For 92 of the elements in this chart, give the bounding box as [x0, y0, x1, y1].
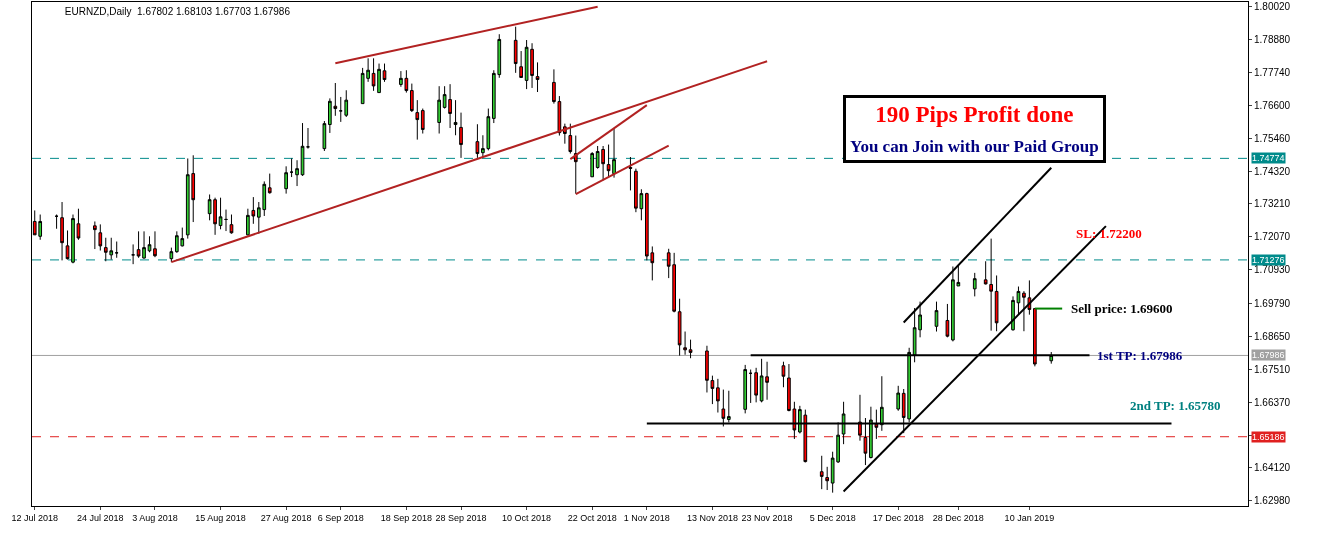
candlestick: [590, 151, 595, 178]
x-tick-label: 15 Aug 2018: [195, 512, 246, 523]
x-tick-label: 23 Nov 2018: [741, 512, 793, 523]
x-tick-label: 17 Dec 2018: [872, 512, 924, 523]
y-tick-label: 1.62980: [1254, 495, 1291, 507]
candlestick: [409, 83, 414, 113]
candlestick: [519, 50, 523, 78]
x-tick-label: 10 Jan 2019: [1004, 512, 1055, 523]
candlestick: [420, 108, 425, 135]
candlestick: [169, 247, 174, 263]
annotation: 190 Pips Profit done: [875, 102, 1074, 127]
candlestick: [289, 157, 294, 178]
x-tick-label: 24 Jul 2018: [77, 512, 124, 523]
candlestick: [98, 223, 103, 252]
candlestick: [93, 220, 97, 250]
candlestick: [229, 214, 234, 235]
candlestick: [60, 201, 64, 261]
candlestick: [453, 99, 458, 136]
y-tick-label: 1.68650: [1254, 330, 1291, 342]
x-tick-label: 10 Oct 2018: [502, 512, 552, 523]
candlestick: [382, 63, 387, 83]
candlestick: [475, 123, 480, 159]
y-tick-label: 1.74320: [1254, 166, 1291, 178]
candlestick: [344, 89, 349, 118]
candlestick: [819, 455, 824, 490]
candlestick: [131, 243, 135, 265]
y-tick-label: 1.78880: [1254, 33, 1291, 45]
x-tick-label: 6 Sep 2018: [317, 512, 364, 523]
y-tick-label: 1.76600: [1254, 99, 1291, 111]
x-tick-label: 18 Sep 2018: [380, 512, 432, 523]
ref-line-label: 1.67986: [1252, 350, 1285, 360]
candlestick: [754, 367, 758, 403]
candlestick: [945, 303, 950, 338]
candlestick: [677, 298, 682, 357]
y-tick-label: 1.66370: [1254, 396, 1291, 408]
candlestick: [748, 369, 753, 404]
candlestick: [716, 378, 720, 414]
candlestick: [218, 197, 223, 230]
annotation: 2nd TP: 1.65780: [1130, 398, 1221, 413]
x-tick-label: 27 Aug 2018: [260, 512, 312, 523]
ref-line-label: 1.65186: [1252, 432, 1285, 442]
y-tick-label: 1.69790: [1254, 297, 1291, 309]
ref-line-label: 1.74774: [1252, 153, 1285, 163]
candlestick: [295, 159, 299, 187]
candlestick: [153, 230, 157, 258]
candlestick: [322, 120, 327, 152]
y-tick-label: 1.64120: [1254, 462, 1291, 474]
candlestick: [934, 301, 939, 333]
candlestick: [896, 385, 901, 412]
annotation: Sell price: 1.69600: [1071, 301, 1173, 316]
x-tick-label: 1 Nov 2018: [623, 512, 670, 523]
candlestick: [573, 135, 578, 195]
x-tick-label: 28 Sep 2018: [435, 512, 487, 523]
candlestick: [781, 361, 786, 388]
y-tick-label: 1.75460: [1254, 132, 1291, 144]
candlestick: [267, 173, 272, 195]
annotation: SL: 1.72200: [1076, 226, 1142, 241]
candlestick: [994, 274, 999, 332]
y-tick-label: 1.80020: [1254, 0, 1291, 12]
candlestick: [284, 165, 288, 195]
ref-line-label: 1.71276: [1252, 255, 1285, 265]
candlestick: [300, 122, 305, 177]
x-tick-label: 28 Dec 2018: [932, 512, 984, 523]
x-tick-label: 22 Oct 2018: [567, 512, 617, 523]
candlestick: [459, 112, 463, 159]
candlestick: [628, 156, 633, 191]
candlestick: [743, 364, 748, 414]
candlestick: [513, 26, 518, 74]
candlestick: [568, 123, 573, 155]
candlestick: [147, 235, 152, 253]
y-tick-label: 1.67510: [1254, 363, 1291, 375]
y-tick-label: 1.77740: [1254, 66, 1291, 78]
x-tick-label: 5 Dec 2018: [809, 512, 856, 523]
x-tick-label: 13 Nov 2018: [686, 512, 738, 523]
x-tick-label: 3 Aug 2018: [132, 512, 178, 523]
candlestick: [54, 214, 59, 230]
candlestick: [415, 99, 420, 141]
y-tick-label: 1.72070: [1254, 231, 1291, 243]
candlestick: [338, 96, 343, 123]
candlestick: [688, 339, 693, 359]
chart-title: EURNZD,Daily 1.67802 1.68103 1.67703 1.67986: [64, 6, 291, 18]
candlestick: [683, 331, 687, 356]
annotation: You can Join with our Paid Group: [850, 136, 1099, 156]
x-tick-label: 12 Jul 2018: [11, 512, 58, 523]
candlestick: [114, 241, 119, 259]
annotation: 1st TP: 1.67986: [1097, 348, 1183, 363]
y-tick-label: 1.73210: [1254, 198, 1291, 210]
y-tick-label: 1.70930: [1254, 264, 1291, 276]
candlestick: [437, 85, 441, 135]
candlestick: [825, 466, 830, 491]
candlestick: [535, 61, 540, 93]
candlestick: [972, 272, 977, 297]
